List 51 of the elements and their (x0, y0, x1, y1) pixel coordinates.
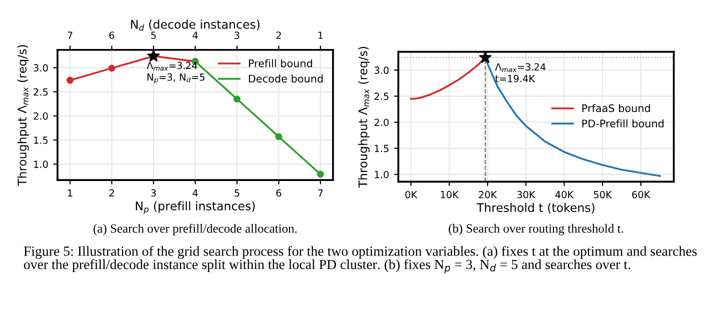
x-tick-label: 40K (555, 190, 574, 198)
y-tick-label: 1.0 (34, 160, 48, 168)
x-tick-label: 10K (440, 190, 459, 198)
x-axis-title: N$_{p}$ (prefill instances) (136, 201, 255, 214)
point (108, 64, 116, 72)
text: (b) Search over routing threshold t. (448, 224, 624, 236)
y-tick-label: 1.0 (374, 170, 389, 178)
y-axis-title: Throughput Λ$_{max}$ (req/s) (17, 45, 29, 186)
y-tick-label: 2.0 (34, 112, 48, 120)
y-tick-label: 2.0 (374, 118, 389, 126)
x2-tick-label: 1 (318, 32, 323, 39)
x-tick-label: 6 (276, 189, 282, 197)
legend-label: Decode bound (248, 74, 323, 83)
x-tick-label: 50K (594, 190, 612, 198)
point (316, 170, 324, 178)
x-tick-label: 5 (234, 189, 240, 197)
x2-axis-title: N$_{d}$ (decode instances) (131, 20, 260, 31)
x2-tick-label: 7 (68, 32, 72, 39)
point (234, 96, 240, 103)
point (147, 50, 160, 62)
point (66, 76, 74, 84)
y-tick-label: 3.0 (374, 66, 389, 74)
x2-tick-label: 6 (109, 32, 114, 39)
x2-tick-label: 5 (151, 32, 156, 39)
x-tick-label: 30K (517, 190, 536, 198)
text: Λ$_{max}$=3.24 N$_{p}$=3, N$_{d}$=5 (146, 62, 204, 84)
y-tick-label: 1.5 (374, 144, 388, 152)
y-tick-label: 3.0 (34, 64, 48, 72)
x2-tick-label: 4 (192, 32, 198, 39)
y-axis-title: Throughput Λ$_{max}$ (req/s) (358, 46, 370, 188)
legend-label: PD-Prefill bound (582, 119, 664, 128)
x-tick-label: 20K (478, 190, 498, 198)
point (275, 133, 282, 140)
x-tick-label: 3 (151, 189, 156, 197)
y-tick-label: 2.5 (34, 88, 48, 96)
y-tick-label: 1.5 (34, 136, 48, 144)
x-tick-label: 2 (109, 189, 114, 196)
legend-label: PrfaaS bound (582, 104, 650, 112)
x-tick-label: 0K (405, 190, 418, 198)
x2-tick-label: 3 (234, 32, 240, 39)
x-tick-label: 1 (68, 189, 72, 196)
x-axis-title: Threshold t (tokens) (476, 202, 594, 214)
legend-label: Prefill bound (248, 59, 312, 68)
x2-tick-label: 2 (276, 32, 281, 39)
text: (a) Search over prefill/decode allocation. (94, 224, 297, 236)
x-tick-label: 4 (192, 189, 198, 196)
caption: Figure 5: Illustration of the grid search process for the two optimization variables. (a) fixes t at the optimum and searches over the prefill/decode instance split within the local PD cluster. (b) fixes N$_{p}$ = 3, N$_{d}$ = 5 and searches over t. (24, 246, 697, 274)
data-label: Λ$_{max}$=3.24 t=19.4K (495, 63, 546, 82)
x-tick-label: 60K (632, 190, 650, 198)
y-tick-label: 2.5 (374, 92, 388, 100)
x-tick-label: 7 (318, 189, 323, 196)
